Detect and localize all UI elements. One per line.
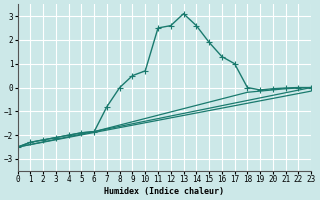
X-axis label: Humidex (Indice chaleur): Humidex (Indice chaleur) — [104, 187, 224, 196]
